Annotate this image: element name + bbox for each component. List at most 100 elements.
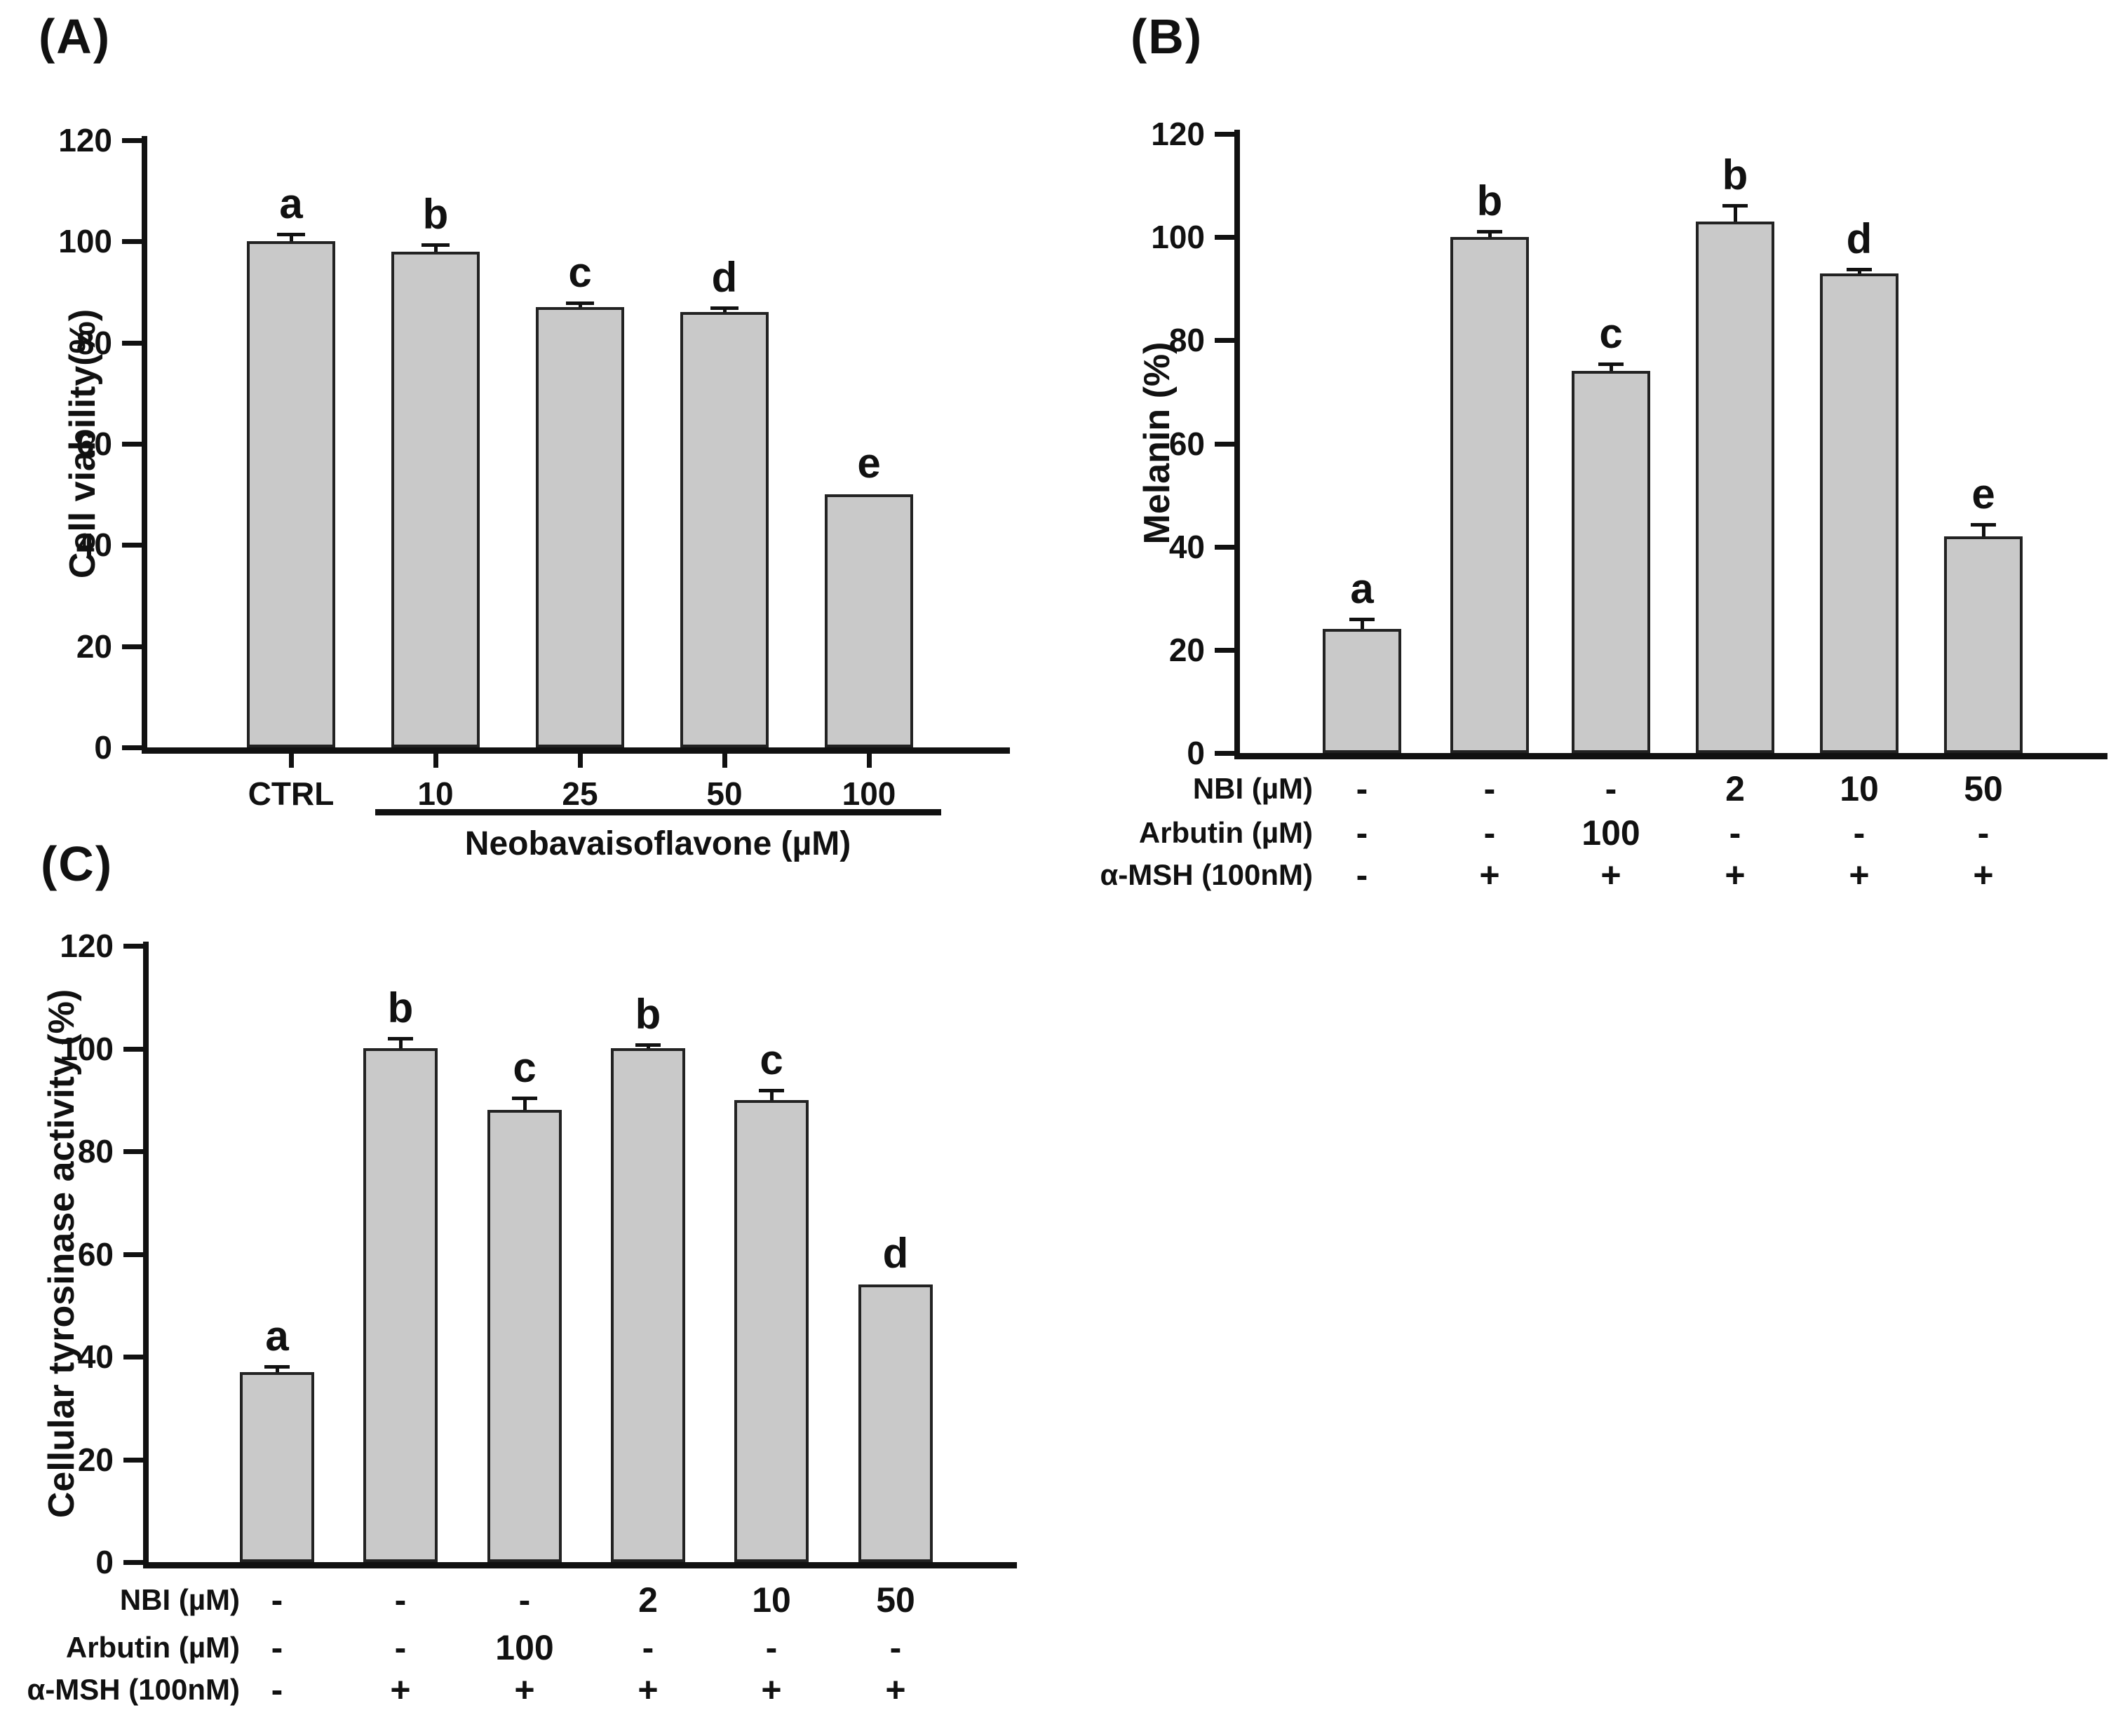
y-tick <box>122 138 142 143</box>
treatment-value: - <box>518 1580 531 1620</box>
error-bar-cap <box>1722 204 1748 208</box>
sig-letter: c <box>1599 310 1623 357</box>
treatment-value: - <box>765 1628 778 1667</box>
sig-letter: d <box>711 254 738 301</box>
x-category-label: CTRL <box>248 775 335 812</box>
sig-letter: e <box>857 440 881 487</box>
treatment-value: + <box>1973 855 1994 895</box>
treatment-row-label: α-MSH (100nM) <box>27 1673 241 1706</box>
y-axis-line <box>143 942 149 1562</box>
bar <box>247 241 335 747</box>
x-group-underline <box>375 809 941 815</box>
x-tick <box>289 754 294 768</box>
treatment-value: + <box>1479 855 1500 895</box>
treatment-value: - <box>642 1628 654 1667</box>
error-bar-line <box>723 308 727 312</box>
panel-label: (B) <box>1131 9 1203 64</box>
error-bar-cap <box>566 301 594 305</box>
error-bar-cap <box>388 1037 413 1040</box>
treatment-value: - <box>1356 813 1368 853</box>
y-tick-label: 40 <box>76 527 112 564</box>
bar <box>1820 273 1898 753</box>
y-tick-label: 80 <box>77 1133 114 1169</box>
error-bar-line <box>1858 270 1861 273</box>
error-bar-cap <box>512 1097 537 1100</box>
treatment-value: 2 <box>1725 769 1745 808</box>
bar <box>825 494 913 747</box>
x-tick <box>867 754 872 768</box>
sig-letter: c <box>568 249 592 296</box>
bar <box>536 307 624 747</box>
sig-letter: d <box>882 1230 909 1277</box>
treatment-value: + <box>1849 855 1870 895</box>
bar <box>1572 371 1650 753</box>
y-axis-line <box>1234 130 1240 753</box>
bar <box>240 1372 314 1562</box>
y-tick-label: 40 <box>77 1338 114 1375</box>
treatment-value: 10 <box>752 1580 791 1620</box>
treatment-value: + <box>761 1670 782 1709</box>
sig-letter: b <box>1722 151 1748 198</box>
error-bar-line <box>434 245 438 252</box>
error-bar-cap <box>264 1365 290 1369</box>
treatment-value: - <box>394 1580 407 1620</box>
sig-letter: c <box>760 1036 783 1083</box>
treatment-value: 100 <box>495 1628 554 1667</box>
y-tick-label: 0 <box>95 1544 114 1580</box>
sig-letter: b <box>422 191 449 238</box>
bar <box>734 1100 809 1562</box>
sig-letter: a <box>279 180 303 227</box>
bar <box>1323 629 1401 753</box>
error-bar-line <box>1361 620 1364 629</box>
y-tick <box>122 442 142 447</box>
x-axis-line <box>142 747 1010 754</box>
y-tick <box>123 1252 143 1257</box>
treatment-row-label: NBI (µM) <box>1192 772 1313 805</box>
error-bar-cap <box>759 1089 784 1092</box>
error-bar-line <box>579 304 582 307</box>
treatment-row-label: Arbutin (µM) <box>1138 816 1313 849</box>
error-bar-line <box>647 1045 650 1048</box>
y-tick <box>1215 751 1234 756</box>
error-bar-cap <box>1598 362 1624 366</box>
error-bar-cap <box>710 306 738 310</box>
treatment-value: - <box>394 1628 407 1667</box>
y-tick <box>1215 338 1234 344</box>
treatment-value: - <box>271 1670 283 1709</box>
bar <box>1450 237 1529 753</box>
bar <box>363 1048 438 1562</box>
sig-letter: b <box>387 984 414 1031</box>
y-tick-label: 120 <box>60 928 114 964</box>
y-tick <box>122 745 142 750</box>
y-tick-label: 40 <box>1168 528 1205 565</box>
error-bar-cap <box>1847 268 1872 271</box>
panel-label: (A) <box>39 9 112 64</box>
bar <box>680 312 769 747</box>
treatment-value: - <box>271 1580 283 1620</box>
error-bar-cap <box>277 233 305 236</box>
sig-letter: b <box>635 991 661 1038</box>
sig-letter: c <box>513 1044 537 1091</box>
y-tick-label: 0 <box>1187 735 1205 771</box>
x-tick <box>578 754 583 768</box>
sig-letter: a <box>265 1313 289 1359</box>
treatment-value: + <box>885 1670 906 1709</box>
error-bar-cap <box>421 243 450 247</box>
treatment-value: 100 <box>1581 813 1640 853</box>
y-tick-label: 20 <box>76 628 112 665</box>
treatment-row-label: Arbutin (µM) <box>65 1631 240 1664</box>
error-bar-line <box>523 1099 527 1110</box>
y-tick-label: 100 <box>60 1030 114 1067</box>
sig-letter: e <box>1971 470 1995 517</box>
error-bar-line <box>399 1039 403 1048</box>
y-tick-label: 120 <box>58 122 112 158</box>
treatment-value: - <box>1729 813 1741 853</box>
y-tick <box>1215 132 1234 137</box>
y-tick <box>1215 441 1234 447</box>
y-tick <box>123 1457 143 1463</box>
x-category-label: 25 <box>562 775 598 812</box>
error-bar-cap <box>1349 618 1375 621</box>
bar <box>858 1284 933 1562</box>
